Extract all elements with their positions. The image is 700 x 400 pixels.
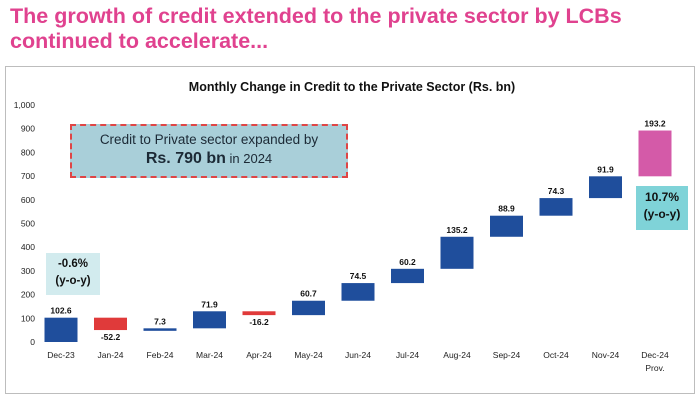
x-tick-label: Dec-23 [47, 350, 75, 360]
headline-line2: continued to accelerate... [10, 29, 269, 53]
x-tick-label: Aug-24 [443, 350, 471, 360]
x-tick-label: Nov-24 [592, 350, 620, 360]
data-label: 60.2 [399, 257, 416, 267]
data-label: 74.3 [548, 186, 565, 196]
y-axis: 0 100 200 300 400 500 600 700 800 900 1,000 [14, 100, 36, 347]
x-tick-label: Jun-24 [345, 350, 371, 360]
chart-title: Monthly Change in Credit to the Private … [189, 80, 515, 94]
x-tick-label: Apr-24 [246, 350, 272, 360]
bar-nov-24 [589, 176, 622, 199]
bar-sep-24 [490, 215, 523, 237]
y-tick-label: 900 [21, 124, 35, 134]
bar-dec-24 [638, 130, 672, 177]
data-label: 7.3 [154, 316, 166, 326]
x-tick-label: Oct-24 [543, 350, 569, 360]
data-label: -16.2 [249, 317, 269, 327]
y-tick-label: 300 [21, 266, 35, 276]
bar-jan-24 [94, 317, 127, 331]
y-tick-label: 800 [21, 147, 35, 157]
x-tick-label: Sep-24 [493, 350, 521, 360]
y-tick-label: 600 [21, 195, 35, 205]
x-tick-label: Jan-24 [98, 350, 124, 360]
bar-may-24 [292, 300, 325, 316]
data-label: 60.7 [300, 289, 317, 299]
bars: 102.6 -52.2 7.3 71.9 -16.2 60.7 74.5 60.2 135.2 8… [44, 119, 672, 342]
callout-amount: Rs. 790 bn [145, 150, 226, 167]
y-tick-label: 1,000 [14, 100, 36, 110]
bar-mar-24 [193, 311, 226, 329]
data-label: 193.2 [644, 119, 666, 129]
headline-line1: The growth of credit extended to the pri… [10, 4, 622, 28]
x-axis: Dec-23 Jan-24 Feb-24 Mar-24 Apr-24 May-24 Jun-… [47, 350, 669, 373]
x-tick-sublabel: Prov. [645, 363, 664, 373]
x-tick-label: Feb-24 [147, 350, 174, 360]
data-label: 74.5 [350, 271, 367, 281]
yoy-badge-dec23: -0.6% (y-o-y) [46, 253, 100, 295]
x-tick-label: Jul-24 [396, 350, 419, 360]
yoy-badge-dec24: 10.7% (y-o-y) [636, 186, 688, 230]
y-tick-label: 500 [21, 219, 35, 229]
bar-jun-24 [341, 283, 375, 301]
headline: The growth of credit extended to the pri… [10, 4, 690, 54]
x-tick-label: Mar-24 [196, 350, 223, 360]
y-tick-label: 200 [21, 290, 35, 300]
yoy-value: -0.6% [57, 258, 89, 270]
data-label: -52.2 [101, 332, 121, 342]
bar-aug-24 [440, 236, 474, 269]
data-label: 102.6 [50, 306, 72, 316]
bar-dec-23 [44, 317, 78, 342]
y-tick-label: 400 [21, 242, 35, 252]
bar-oct-24 [539, 198, 573, 216]
x-tick-label: May-24 [294, 350, 323, 360]
yoy-value: 10.7% [644, 190, 680, 204]
bar-jul-24 [391, 268, 424, 284]
data-label: 135.2 [446, 225, 468, 235]
callout-suffix: in 2024 [229, 151, 273, 166]
callout-text: Credit to Private sector expanded by [99, 132, 319, 147]
y-tick-label: 100 [21, 313, 35, 323]
data-label: 88.9 [498, 204, 515, 214]
yoy-label: (y-o-y) [643, 207, 681, 221]
chart-frame [5, 66, 695, 394]
data-label: 71.9 [201, 299, 218, 309]
y-tick-label: 700 [21, 171, 35, 181]
bar-apr-24 [242, 311, 276, 316]
yoy-label: (y-o-y) [55, 275, 91, 287]
annual-credit-callout: Credit to Private sector expanded by Rs.… [70, 124, 348, 178]
data-label: 91.9 [597, 164, 614, 174]
y-tick-label: 0 [30, 337, 35, 347]
x-tick-label: Dec-24 [641, 350, 669, 360]
bar-feb-24 [143, 328, 177, 331]
